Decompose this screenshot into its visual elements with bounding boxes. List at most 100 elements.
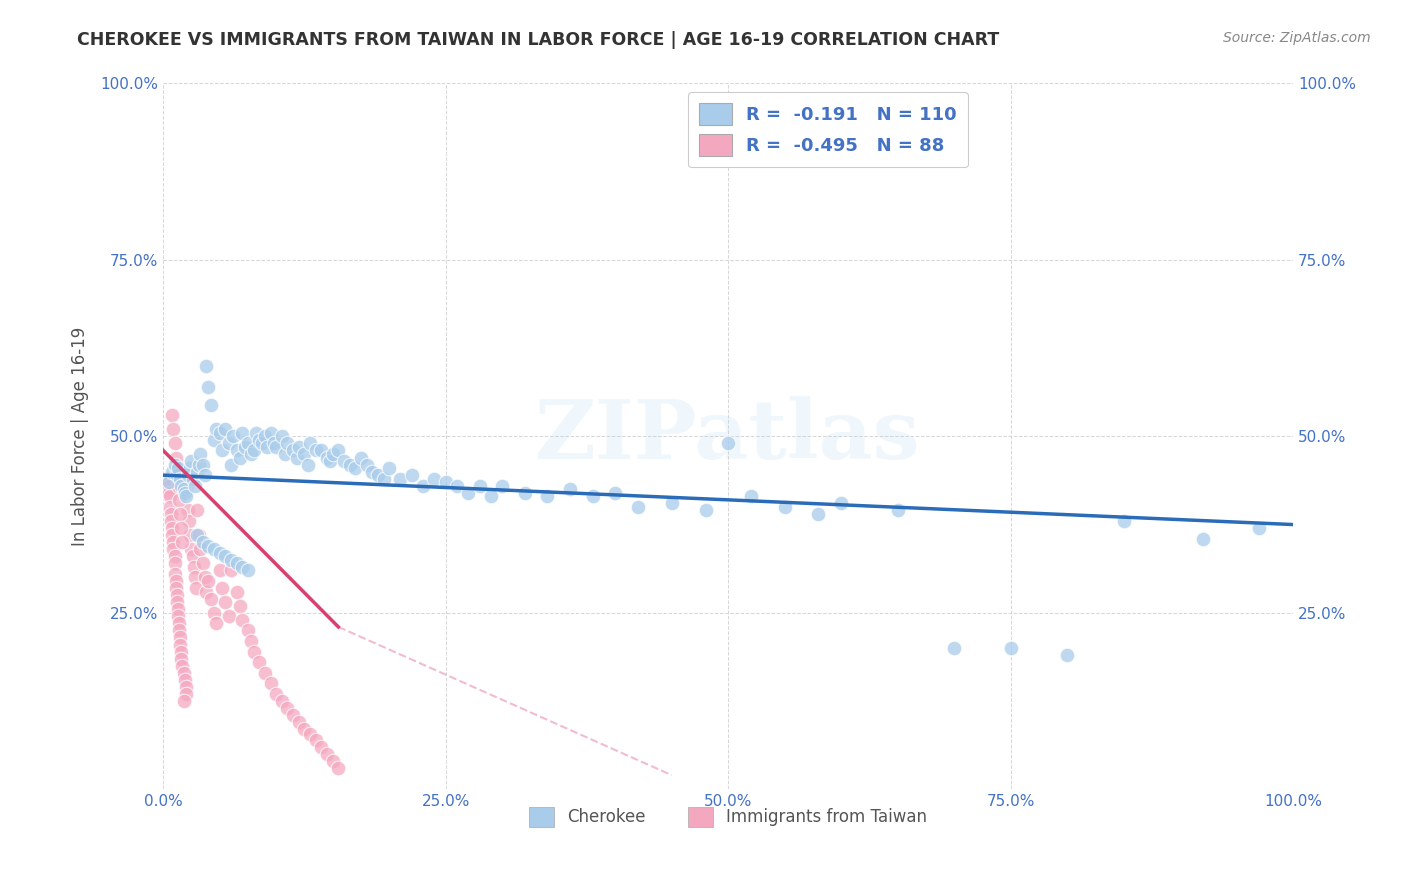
Point xyxy=(191,535,214,549)
Point xyxy=(219,553,242,567)
Point xyxy=(155,472,177,486)
Point xyxy=(225,557,247,571)
Point xyxy=(288,715,311,730)
Point xyxy=(194,468,217,483)
Point xyxy=(162,521,184,535)
Point xyxy=(412,479,434,493)
Point xyxy=(491,479,513,493)
Point xyxy=(373,472,395,486)
Legend: Cherokee, Immigrants from Taiwan: Cherokee, Immigrants from Taiwan xyxy=(523,800,934,834)
Point xyxy=(186,503,208,517)
Point xyxy=(233,440,256,454)
Point xyxy=(191,557,214,571)
Point xyxy=(166,468,188,483)
Point xyxy=(236,624,259,638)
Point xyxy=(322,754,344,768)
Point xyxy=(294,447,316,461)
Point xyxy=(179,514,201,528)
Point xyxy=(170,479,193,493)
Point xyxy=(163,436,186,450)
Point xyxy=(218,436,240,450)
Point xyxy=(297,458,319,472)
Point xyxy=(170,521,193,535)
Point xyxy=(311,739,333,754)
Point xyxy=(167,479,190,493)
Point xyxy=(339,458,361,472)
Point xyxy=(1000,641,1022,656)
Text: CHEROKEE VS IMMIGRANTS FROM TAIWAN IN LABOR FORCE | AGE 16-19 CORRELATION CHART: CHEROKEE VS IMMIGRANTS FROM TAIWAN IN LA… xyxy=(77,31,1000,49)
Point xyxy=(157,475,180,490)
Point xyxy=(231,560,253,574)
Point xyxy=(288,440,311,454)
Point xyxy=(191,458,214,472)
Point xyxy=(205,616,228,631)
Point xyxy=(281,708,304,723)
Point xyxy=(240,634,263,648)
Point xyxy=(214,422,236,436)
Point xyxy=(174,680,197,694)
Point xyxy=(886,503,908,517)
Point xyxy=(322,447,344,461)
Point xyxy=(167,609,190,624)
Point xyxy=(231,425,253,440)
Point xyxy=(173,673,195,687)
Point xyxy=(276,701,298,715)
Point xyxy=(281,443,304,458)
Point xyxy=(468,479,491,493)
Point xyxy=(219,563,242,577)
Point xyxy=(225,443,247,458)
Point xyxy=(1112,514,1135,528)
Point xyxy=(166,595,188,609)
Point xyxy=(328,761,350,775)
Point xyxy=(229,450,252,465)
Point xyxy=(183,560,205,574)
Point xyxy=(172,535,194,549)
Point xyxy=(240,447,263,461)
Point xyxy=(165,581,187,595)
Point xyxy=(162,535,184,549)
Point xyxy=(1249,521,1271,535)
Point xyxy=(166,465,188,479)
Point xyxy=(513,485,536,500)
Text: ZIPatlas: ZIPatlas xyxy=(536,396,921,476)
Point xyxy=(214,595,236,609)
Point xyxy=(479,489,502,503)
Point xyxy=(311,443,333,458)
Point xyxy=(434,475,457,490)
Point xyxy=(181,549,204,564)
Point xyxy=(264,440,287,454)
Point xyxy=(242,644,264,658)
Point xyxy=(247,433,270,447)
Y-axis label: In Labor Force | Age 16-19: In Labor Force | Age 16-19 xyxy=(72,326,89,546)
Point xyxy=(211,581,233,595)
Point xyxy=(195,359,218,373)
Text: Source: ZipAtlas.com: Source: ZipAtlas.com xyxy=(1223,31,1371,45)
Point xyxy=(242,443,264,458)
Point xyxy=(253,665,276,680)
Point xyxy=(163,557,186,571)
Point xyxy=(270,694,292,708)
Point xyxy=(177,468,200,483)
Point xyxy=(222,429,245,443)
Point xyxy=(169,631,191,645)
Point xyxy=(167,616,190,631)
Point xyxy=(188,458,211,472)
Point xyxy=(181,472,204,486)
Point xyxy=(558,483,581,497)
Point xyxy=(344,461,367,475)
Point xyxy=(305,443,328,458)
Point xyxy=(259,425,281,440)
Point xyxy=(305,732,328,747)
Point xyxy=(190,542,212,557)
Point xyxy=(170,651,193,665)
Point xyxy=(1191,532,1213,546)
Point xyxy=(157,485,180,500)
Point xyxy=(173,694,195,708)
Point xyxy=(202,606,225,620)
Point xyxy=(157,479,180,493)
Point xyxy=(186,528,208,542)
Point xyxy=(536,489,558,503)
Point xyxy=(156,475,179,490)
Point xyxy=(423,472,446,486)
Point xyxy=(219,458,242,472)
